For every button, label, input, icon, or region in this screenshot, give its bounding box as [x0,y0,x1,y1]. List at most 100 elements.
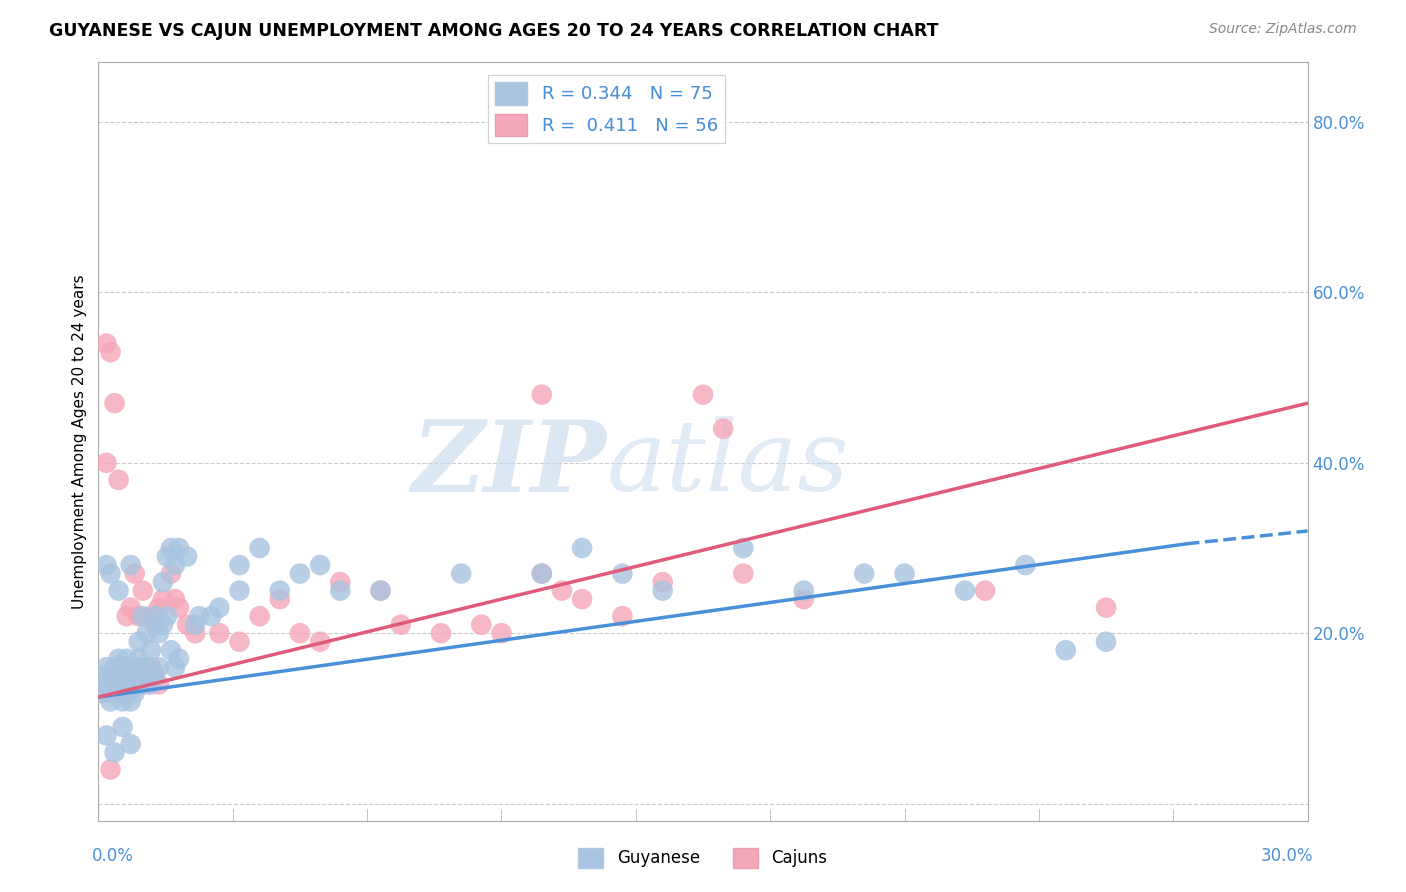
Point [953,583,976,598]
Point [793,592,815,607]
Point [470,617,492,632]
Point [188,609,211,624]
Point [128,677,150,691]
Point [571,541,593,555]
Point [160,643,183,657]
Point [103,746,125,760]
Point [103,677,125,691]
Point [115,686,138,700]
Point [711,422,734,436]
Point [893,566,915,581]
Point [107,583,129,598]
Point [692,387,714,401]
Point [184,617,207,632]
Point [128,634,150,648]
Point [111,694,134,708]
Point [430,626,453,640]
Point [91,669,114,683]
Point [103,686,125,700]
Point [143,609,166,624]
Point [103,396,125,410]
Point [107,473,129,487]
Point [156,549,179,564]
Point [269,583,291,598]
Point [612,566,634,581]
Point [135,677,157,691]
Text: 0.0%: 0.0% [93,847,134,865]
Point [91,686,114,700]
Text: GUYANESE VS CAJUN UNEMPLOYMENT AMONG AGES 20 TO 24 YEARS CORRELATION CHART: GUYANESE VS CAJUN UNEMPLOYMENT AMONG AGE… [49,22,939,40]
Point [228,558,250,572]
Point [139,677,162,691]
Point [96,558,118,572]
Point [530,566,553,581]
Point [163,558,186,572]
Point [111,720,134,734]
Point [156,609,179,624]
Point [135,660,157,674]
Point [551,583,574,598]
Point [91,686,114,700]
Legend: R = 0.344   N = 75, R =  0.411   N = 56: R = 0.344 N = 75, R = 0.411 N = 56 [488,75,725,143]
Point [530,566,553,581]
Point [111,660,134,674]
Point [249,609,271,624]
Point [167,652,190,666]
Point [132,669,155,683]
Point [107,677,129,691]
Point [120,558,142,572]
Point [96,728,118,742]
Point [167,541,190,555]
Point [200,609,222,624]
Point [163,592,186,607]
Point [228,634,250,648]
Point [530,387,553,401]
Point [100,669,122,683]
Point [120,677,142,691]
Point [107,669,129,683]
Point [733,541,755,555]
Point [651,583,673,598]
Point [148,677,170,691]
Point [120,600,142,615]
Point [793,583,815,598]
Point [228,583,250,598]
Point [139,660,162,674]
Point [100,345,122,359]
Point [132,583,155,598]
Point [103,677,125,691]
Point [288,626,311,640]
Point [152,575,174,590]
Point [167,600,190,615]
Point [96,660,118,674]
Point [176,549,198,564]
Point [148,600,170,615]
Point [160,541,183,555]
Point [100,763,122,777]
Point [96,677,118,691]
Point [128,609,150,624]
Point [389,617,412,632]
Point [120,737,142,751]
Point [974,583,997,598]
Point [135,626,157,640]
Point [115,652,138,666]
Point [370,583,392,598]
Point [152,592,174,607]
Point [148,626,170,640]
Point [111,660,134,674]
Point [115,609,138,624]
Point [128,652,150,666]
Point [163,660,186,674]
Point [152,617,174,632]
Point [107,677,129,691]
Point [100,669,122,683]
Point [651,575,673,590]
Point [143,669,166,683]
Point [115,686,138,700]
Point [103,660,125,674]
Point [160,566,183,581]
Legend: Guyanese, Cajuns: Guyanese, Cajuns [572,841,834,875]
Point [309,634,332,648]
Point [269,592,291,607]
